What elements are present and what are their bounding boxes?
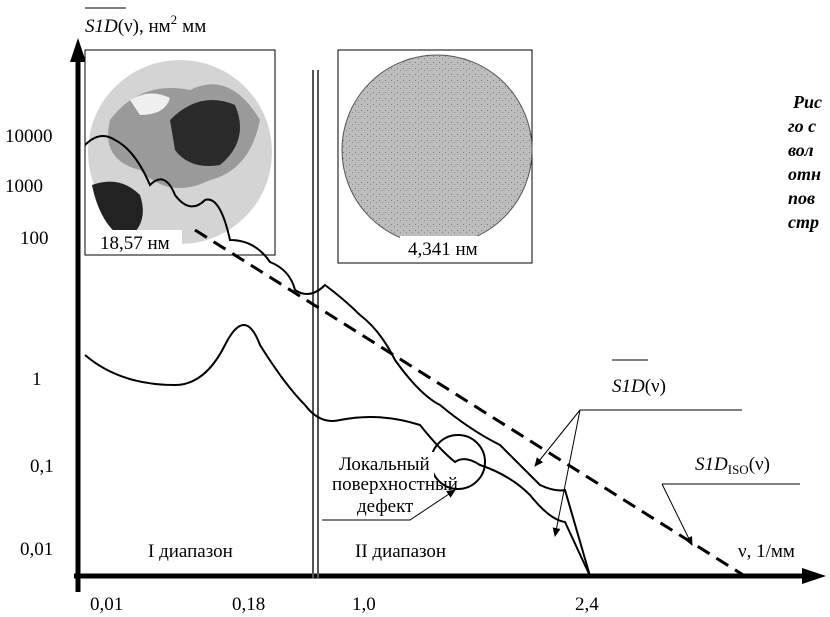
defect-label: Локальный: [339, 454, 430, 475]
curve-iso: [195, 230, 748, 578]
y-tick-label: 10000: [5, 126, 53, 147]
y-unit: мм: [182, 16, 206, 37]
x-arrow: [802, 568, 826, 584]
label-symbol: S1D: [695, 454, 728, 475]
defect-label: дефект: [357, 496, 414, 517]
surface-map: [342, 55, 532, 245]
y-sup: 2: [171, 12, 178, 27]
curve-label: S1DISO(ν): [695, 454, 770, 477]
caption-line: отн: [788, 164, 821, 184]
label-symbol: S1D: [612, 376, 645, 397]
caption-line: го с: [788, 116, 816, 136]
label-sub: ISO: [728, 462, 749, 477]
y-tick-label: 1000: [5, 176, 43, 197]
range-label: I диапазон: [148, 541, 233, 562]
x-tick-label: 1,0: [352, 594, 376, 615]
curve-mean-lower: [85, 325, 590, 576]
image-caption: 18,57 нм: [100, 233, 170, 254]
caption-line: вол: [788, 140, 814, 160]
y-tick-label: 1: [32, 369, 42, 390]
y-tick-label: 0,1: [30, 456, 54, 477]
label-arg: (ν): [645, 376, 666, 397]
x-axis-label: ν, 1/мм: [738, 541, 795, 562]
curve-label: S1D(ν): [612, 376, 666, 397]
y-axis-label: S1D(ν), нм2 мм: [85, 12, 206, 37]
leader: [662, 484, 692, 545]
x-tick-label: 0,18: [232, 594, 265, 615]
label-arg: (ν): [749, 454, 770, 475]
caption-line: Рис: [792, 92, 822, 112]
y-arrow: [70, 38, 86, 62]
x-tick-label: 2,4: [575, 594, 599, 615]
x-tick-label: 0,01: [90, 594, 123, 615]
caption-line: стр: [788, 212, 819, 232]
range-label: II диапазон: [355, 541, 446, 562]
figure: S1D(ν), нм2мм 10000 1000 100 1 0,1 0,01 …: [0, 0, 830, 617]
image-caption: 4,341 нм: [408, 239, 478, 260]
leader: [555, 410, 580, 536]
y-tick-label: 0,01: [20, 539, 53, 560]
defect-label: поверхностный: [332, 474, 458, 495]
y-tick-label: 100: [20, 228, 49, 249]
y-symbol: S1D: [85, 16, 118, 37]
y-arg: (ν), нм: [118, 16, 171, 37]
caption-line: пов: [788, 188, 815, 208]
